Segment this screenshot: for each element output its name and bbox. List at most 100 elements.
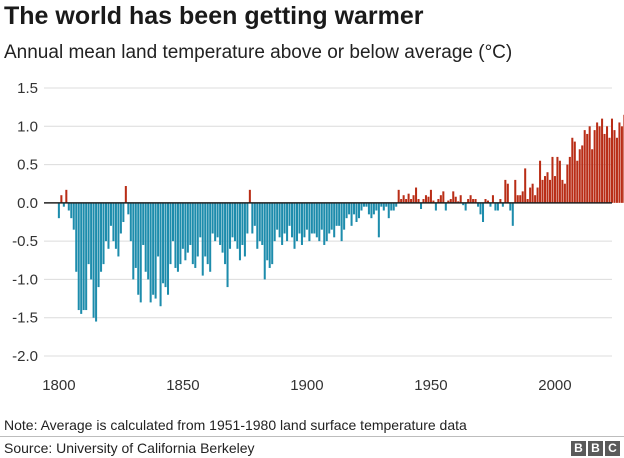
bar: [491, 195, 494, 203]
bar: [87, 202, 90, 265]
bar: [613, 130, 616, 203]
bar: [442, 191, 445, 203]
bar: [62, 202, 65, 207]
x-tick-label: 2000: [538, 377, 571, 394]
bar: [415, 187, 418, 203]
bar: [469, 195, 472, 203]
bar: [385, 202, 388, 207]
bar: [236, 202, 239, 249]
bar: [100, 202, 103, 272]
bar: [586, 133, 589, 203]
x-tick-label: 1850: [166, 377, 199, 394]
source-credit: Source: University of California Berkele…: [4, 440, 255, 456]
bar: [539, 160, 542, 203]
bar: [298, 202, 301, 234]
bar: [75, 202, 78, 272]
bar: [206, 202, 209, 265]
bar: [323, 202, 326, 245]
bar: [392, 202, 395, 211]
bar: [253, 202, 256, 226]
bar: [147, 202, 150, 280]
bar: [395, 202, 398, 207]
bar: [467, 199, 470, 203]
bar: [489, 202, 492, 207]
bar: [152, 202, 155, 295]
bar: [226, 202, 229, 288]
bar: [541, 179, 544, 203]
bar: [566, 164, 569, 203]
bar: [496, 202, 499, 211]
bar: [273, 202, 276, 242]
bar: [593, 130, 596, 203]
bar: [360, 202, 363, 211]
bar: [514, 179, 517, 203]
bar: [295, 202, 299, 242]
y-tick-label: 1.0: [17, 118, 38, 135]
bar: [199, 202, 202, 238]
bar: [201, 202, 204, 276]
bar: [544, 176, 547, 203]
bar: [162, 202, 165, 284]
bar: [531, 183, 534, 203]
bar: [164, 202, 167, 288]
bar: [283, 202, 286, 234]
bar: [271, 202, 274, 265]
bar: [529, 187, 532, 203]
bar: [410, 199, 413, 203]
bar: [422, 199, 425, 203]
bar: [484, 199, 487, 203]
bar: [112, 202, 115, 242]
bar: [390, 202, 393, 211]
bar: [67, 202, 70, 211]
bar: [472, 199, 475, 203]
bar: [288, 202, 291, 226]
bar: [90, 202, 93, 280]
bar: [196, 202, 199, 257]
gridlines: [44, 87, 612, 357]
bar: [583, 130, 586, 203]
logo-letter: B: [588, 441, 603, 456]
bar: [92, 202, 95, 318]
bar: [345, 202, 348, 219]
bar: [221, 202, 224, 253]
bar: [174, 202, 177, 268]
bar: [578, 149, 581, 203]
bar: [181, 202, 184, 249]
bar: [318, 202, 321, 242]
bar: [375, 202, 378, 211]
bar: [219, 202, 222, 245]
bar: [211, 202, 214, 234]
bar: [124, 186, 127, 203]
bar: [424, 195, 427, 203]
bar: [340, 202, 343, 242]
footer-divider: [0, 436, 624, 437]
bar: [127, 202, 130, 215]
bars: [57, 114, 624, 322]
bar: [60, 195, 63, 203]
bar: [80, 202, 83, 314]
bar: [449, 199, 452, 203]
bar: [129, 202, 132, 242]
bar: [157, 202, 160, 257]
bar: [355, 202, 358, 222]
bar: [417, 199, 420, 203]
bar: [367, 202, 370, 215]
logo-letter: B: [571, 441, 586, 456]
bbc-logo: B B C: [571, 441, 620, 456]
x-tick-label: 1950: [414, 377, 447, 394]
bar: [114, 202, 117, 249]
bar: [486, 200, 489, 203]
bar: [362, 202, 365, 207]
bar: [338, 202, 341, 226]
bar: [568, 156, 571, 203]
bar: [263, 202, 266, 280]
bar: [350, 202, 353, 226]
bar: [348, 202, 351, 215]
y-tick-label: -1.5: [12, 310, 38, 327]
bar: [209, 202, 212, 272]
bar: [224, 202, 227, 265]
bar: [186, 202, 189, 253]
bar: [214, 202, 217, 242]
bar: [231, 202, 234, 238]
bar: [65, 189, 68, 203]
